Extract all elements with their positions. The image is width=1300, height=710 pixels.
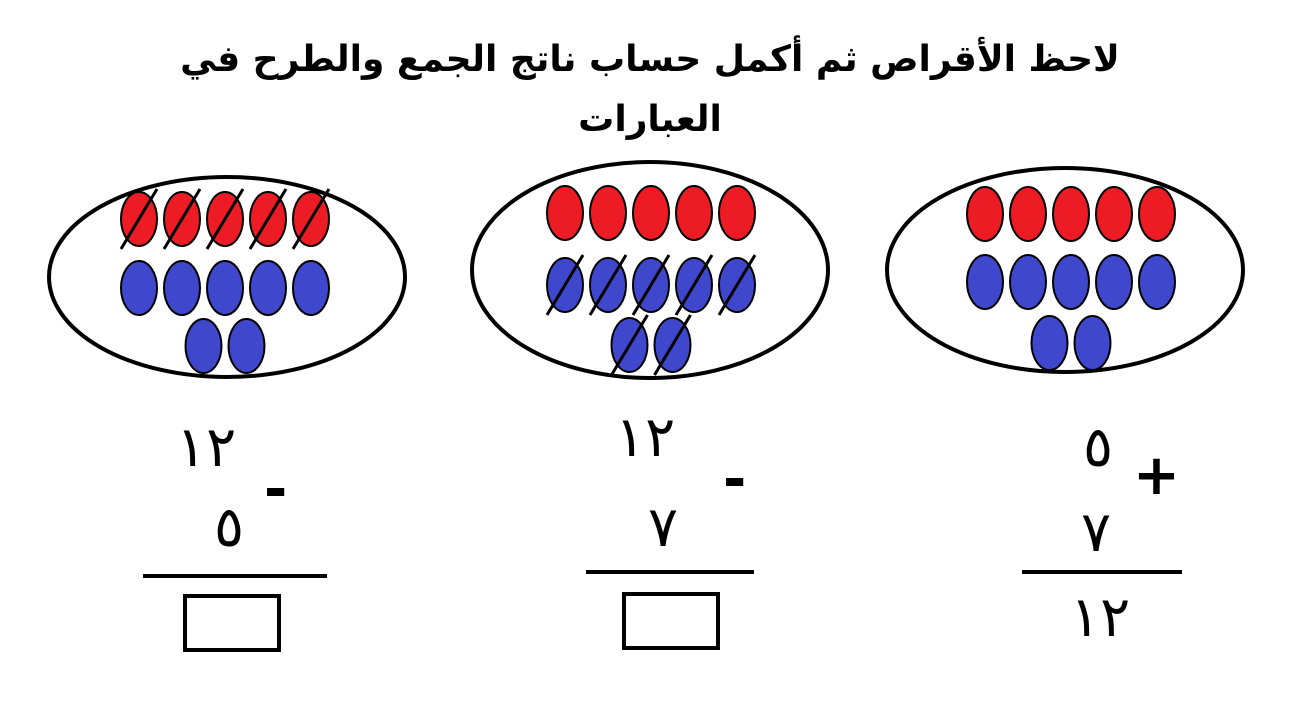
red-disc bbox=[1009, 186, 1047, 242]
subtrahend: ٧ bbox=[648, 495, 679, 560]
cross-out-mark bbox=[291, 188, 331, 250]
cross-out-mark bbox=[545, 254, 585, 316]
cross-out-mark bbox=[205, 188, 245, 250]
blue-disc bbox=[1052, 254, 1090, 310]
red-disc bbox=[675, 185, 713, 241]
difference-rule bbox=[143, 574, 327, 578]
worksheet-title: لاحظ الأقراص ثم أكمل حساب ناتج الجمع وال… bbox=[180, 39, 1120, 140]
blue-disc bbox=[184, 318, 223, 374]
blue-disc bbox=[120, 260, 158, 316]
addend-top: ٥ bbox=[1083, 415, 1114, 480]
blue-disc bbox=[292, 260, 330, 316]
red-disc bbox=[1095, 186, 1133, 242]
answer-box[interactable] bbox=[183, 594, 281, 652]
answer-box[interactable] bbox=[622, 592, 720, 650]
cross-out-mark bbox=[119, 188, 159, 250]
cross-out-mark bbox=[674, 254, 714, 316]
sum-result: ١٢ bbox=[1070, 585, 1131, 650]
red-disc bbox=[966, 186, 1004, 242]
blue-disc bbox=[163, 260, 201, 316]
difference-rule bbox=[586, 570, 754, 574]
blue-disc bbox=[1030, 315, 1069, 371]
cross-out-mark bbox=[717, 254, 757, 316]
blue-disc bbox=[1095, 254, 1133, 310]
plus-operator: + bbox=[1133, 443, 1180, 508]
subtrahend: ٥ bbox=[214, 495, 245, 560]
cross-out-mark bbox=[162, 188, 202, 250]
disc-group-subtract-blue bbox=[470, 160, 830, 380]
minuend: ١٢ bbox=[615, 405, 676, 470]
blue-disc bbox=[1009, 254, 1047, 310]
red-disc bbox=[546, 185, 584, 241]
red-disc bbox=[589, 185, 627, 241]
blue-disc bbox=[206, 260, 244, 316]
minus-operator: - bbox=[264, 457, 288, 522]
blue-disc bbox=[1073, 315, 1112, 371]
blue-disc bbox=[249, 260, 287, 316]
sum-rule bbox=[1022, 570, 1182, 574]
minuend: ١٢ bbox=[176, 415, 237, 480]
red-disc bbox=[718, 185, 756, 241]
cross-out-mark bbox=[610, 314, 649, 376]
disc-group-addition bbox=[885, 166, 1245, 374]
red-disc bbox=[1052, 186, 1090, 242]
blue-disc bbox=[1138, 254, 1176, 310]
cross-out-mark bbox=[248, 188, 288, 250]
cross-out-mark bbox=[631, 254, 671, 316]
addend-bottom: ٧ bbox=[1081, 500, 1112, 565]
red-disc bbox=[1138, 186, 1176, 242]
blue-disc bbox=[227, 318, 266, 374]
disc-group-subtract-red bbox=[47, 175, 407, 379]
cross-out-mark bbox=[653, 314, 692, 376]
minus-operator: - bbox=[723, 447, 747, 512]
blue-disc bbox=[966, 254, 1004, 310]
red-disc bbox=[632, 185, 670, 241]
cross-out-mark bbox=[588, 254, 628, 316]
